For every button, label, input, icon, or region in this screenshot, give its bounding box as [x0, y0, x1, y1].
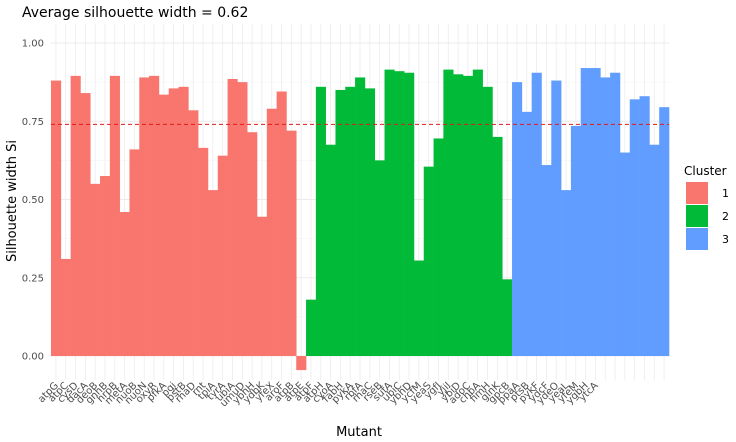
bar: [541, 165, 552, 356]
legend-key: [686, 182, 708, 204]
bar: [149, 75, 160, 357]
y-axis-ticks: 0.00 0.25 0.50 0.75 1.00: [22, 39, 44, 363]
bar: [100, 176, 111, 356]
bar: [188, 110, 199, 356]
bar: [394, 71, 405, 357]
x-axis-ticks: atpGatpCcysDdacAdeoBgnhBhrpBmetAnuoBnuoN…: [36, 380, 600, 409]
bar: [659, 107, 670, 356]
bar: [502, 279, 513, 356]
bar: [90, 183, 101, 356]
legend-title: Cluster: [684, 164, 727, 178]
bar: [472, 69, 483, 356]
bar: [217, 155, 228, 356]
bar: [286, 130, 297, 356]
bar: [168, 88, 179, 356]
bar: [443, 69, 454, 356]
bar: [561, 190, 572, 356]
legend-label: 3: [722, 233, 729, 246]
bar: [551, 80, 562, 356]
bar: [247, 132, 258, 356]
bar: [482, 86, 493, 356]
bar: [423, 166, 434, 356]
bar: [109, 75, 120, 357]
bar: [453, 74, 464, 357]
bar: [119, 212, 130, 356]
bar: [158, 94, 170, 357]
bar: [70, 75, 81, 357]
bar: [355, 77, 366, 357]
bar: [315, 86, 326, 356]
legend: Cluster 1 2 3: [684, 164, 729, 250]
bar: [325, 144, 336, 356]
y-tick-label: 0.25: [22, 273, 44, 284]
chart-title: Average silhouette width = 0.62: [22, 5, 248, 21]
bar: [237, 82, 248, 356]
bar: [266, 108, 277, 356]
bar: [257, 216, 268, 356]
y-tick-label: 1.00: [22, 39, 44, 50]
bar: [198, 147, 209, 356]
bar: [345, 86, 356, 356]
bar: [178, 86, 189, 356]
bar: [433, 138, 444, 356]
bar: [139, 77, 150, 357]
bar: [374, 160, 385, 356]
y-tick-label: 0.50: [22, 195, 44, 206]
bar: [463, 75, 474, 357]
bar: [364, 88, 376, 356]
legend-key: [686, 205, 708, 227]
bar: [80, 93, 91, 356]
bar: [580, 68, 591, 356]
bar: [227, 78, 238, 357]
x-axis-title: Mutant: [336, 425, 382, 440]
bar: [600, 77, 611, 357]
legend-key: [686, 228, 708, 250]
y-tick-label: 0.00: [22, 352, 44, 363]
bar: [129, 149, 140, 356]
legend-label: 1: [722, 187, 729, 200]
bar: [570, 125, 582, 356]
bar: [306, 299, 317, 356]
y-axis-title: Silhouette width Si: [5, 140, 20, 262]
legend-label: 2: [722, 210, 729, 223]
bar: [492, 136, 503, 356]
bar: [639, 96, 650, 357]
bar: [619, 152, 631, 356]
bar-series: [51, 68, 670, 371]
bar: [207, 190, 219, 356]
bar: [521, 111, 532, 356]
y-tick-label: 0.75: [22, 117, 44, 128]
bar: [384, 69, 395, 356]
bar: [335, 89, 346, 356]
bar: [276, 91, 287, 356]
bar: [60, 258, 71, 356]
bar: [610, 72, 621, 357]
bar: [531, 72, 542, 357]
bar: [296, 356, 307, 371]
bar: [512, 82, 523, 356]
bar: [590, 68, 601, 356]
bar: [51, 80, 62, 356]
bar: [649, 144, 660, 356]
bar: [413, 260, 425, 356]
bar: [629, 99, 640, 356]
bar: [404, 72, 415, 357]
